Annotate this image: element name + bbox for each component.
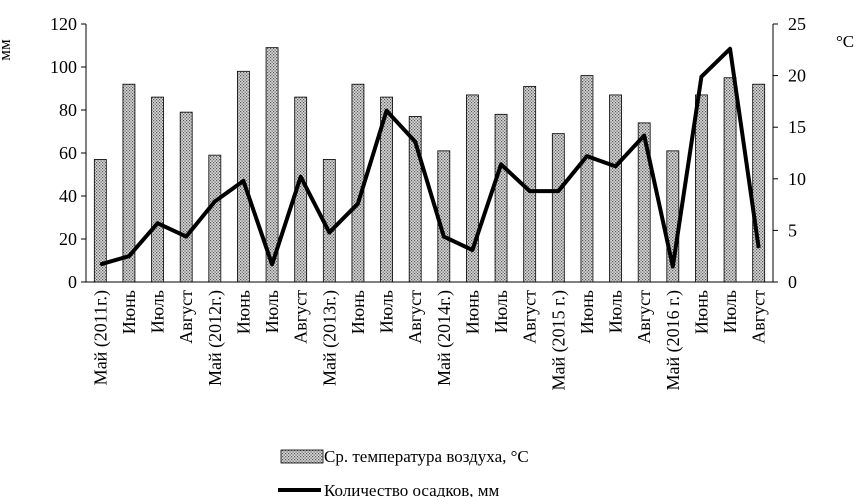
category-label: Май (2014г.) — [434, 290, 455, 386]
left-tick-label: 20 — [59, 229, 77, 249]
category-label: Май (2012г.) — [205, 290, 226, 386]
bar — [380, 96, 393, 283]
bar — [93, 159, 107, 283]
category-label: Май (2011г.) — [90, 290, 111, 385]
right-axis-label: °С — [836, 32, 854, 51]
line-point — [729, 48, 731, 50]
line-point — [500, 163, 502, 165]
category-label: Июнь — [119, 290, 139, 334]
line-point — [643, 134, 645, 136]
line-point — [328, 231, 330, 233]
category-label: Август — [176, 290, 196, 344]
line-point — [185, 236, 187, 238]
right-tick-label: 5 — [788, 220, 797, 240]
legend-line-label: Количество осадков, мм — [324, 481, 500, 497]
line-point — [128, 255, 130, 257]
bar — [265, 47, 279, 283]
line-point — [300, 176, 302, 178]
bar — [637, 122, 651, 283]
category-label: Июль — [262, 290, 282, 333]
category-label: Июнь — [348, 290, 368, 334]
category-label: Июль — [606, 290, 626, 333]
legend-bar-label: Ср. температура воздуха, °С — [324, 447, 529, 466]
line-point — [443, 236, 445, 238]
bar — [551, 133, 565, 283]
line-point — [157, 222, 159, 224]
bar — [752, 83, 766, 283]
line-point — [586, 155, 588, 157]
category-label: Июнь — [462, 290, 482, 334]
bar — [723, 77, 737, 283]
bar — [179, 111, 193, 283]
bar — [494, 113, 508, 283]
category-label: Июнь — [233, 290, 253, 334]
line-point — [700, 76, 702, 78]
line-point — [758, 247, 760, 249]
precipitation-line — [99, 46, 761, 269]
category-label: Август — [634, 290, 654, 344]
left-tick-label: 120 — [50, 14, 77, 34]
x-axis-labels: Май (2011г.) Июнь Июль Август Май (2012г.) Ию… — [90, 290, 768, 391]
category-label: Июль — [377, 290, 397, 333]
bar — [151, 96, 164, 283]
category-label: Май (2013г.) — [319, 290, 340, 386]
line-series — [99, 46, 761, 269]
line-point — [99, 263, 101, 265]
line-point — [672, 266, 674, 268]
category-label: Август — [291, 290, 311, 344]
left-axis-label: мм — [0, 39, 14, 61]
right-axis: 0 5 10 15 20 25 — [772, 14, 806, 292]
line-point — [471, 249, 473, 251]
right-tick-label: 10 — [788, 169, 806, 189]
right-tick-label: 20 — [788, 66, 806, 86]
line-point — [615, 165, 617, 167]
legend: Ср. температура воздуха, °С Количество о… — [278, 447, 529, 497]
category-label: Июнь — [691, 290, 711, 334]
line-point — [242, 180, 244, 182]
line-point — [214, 201, 216, 203]
bar — [351, 83, 365, 283]
line-point — [529, 190, 531, 192]
left-tick-label: 60 — [59, 143, 77, 163]
left-tick-label: 40 — [59, 186, 77, 206]
left-tick-label: 100 — [50, 57, 77, 77]
category-label: Август — [405, 290, 425, 344]
bar — [208, 154, 222, 283]
bar — [695, 94, 708, 283]
bar — [237, 70, 250, 283]
category-label: Июль — [720, 290, 740, 333]
legend-bar-swatch — [280, 449, 324, 464]
line-point — [386, 110, 388, 112]
bar — [523, 85, 537, 283]
line-point — [271, 263, 273, 265]
right-tick-label: 15 — [788, 117, 806, 137]
left-tick-label: 0 — [68, 272, 77, 292]
bar — [466, 94, 479, 283]
right-tick-label: 0 — [788, 272, 797, 292]
line-point — [414, 141, 416, 143]
bar — [122, 83, 136, 283]
right-tick-label: 25 — [788, 14, 806, 34]
category-label: Август — [520, 290, 540, 344]
bar — [609, 94, 622, 283]
bar-series — [93, 47, 766, 283]
left-axis: 0 20 40 60 80 100 120 — [50, 14, 773, 292]
category-label: Май (2015 г.) — [548, 290, 569, 390]
bar — [580, 75, 594, 283]
category-label: Июль — [491, 290, 511, 333]
left-tick-label: 80 — [59, 100, 77, 120]
line-point — [557, 190, 559, 192]
line-point — [357, 203, 359, 205]
category-label: Июнь — [577, 290, 597, 334]
category-label: Август — [749, 290, 769, 344]
category-label: Май (2016 г.) — [663, 290, 684, 390]
category-label: Июль — [148, 290, 168, 333]
